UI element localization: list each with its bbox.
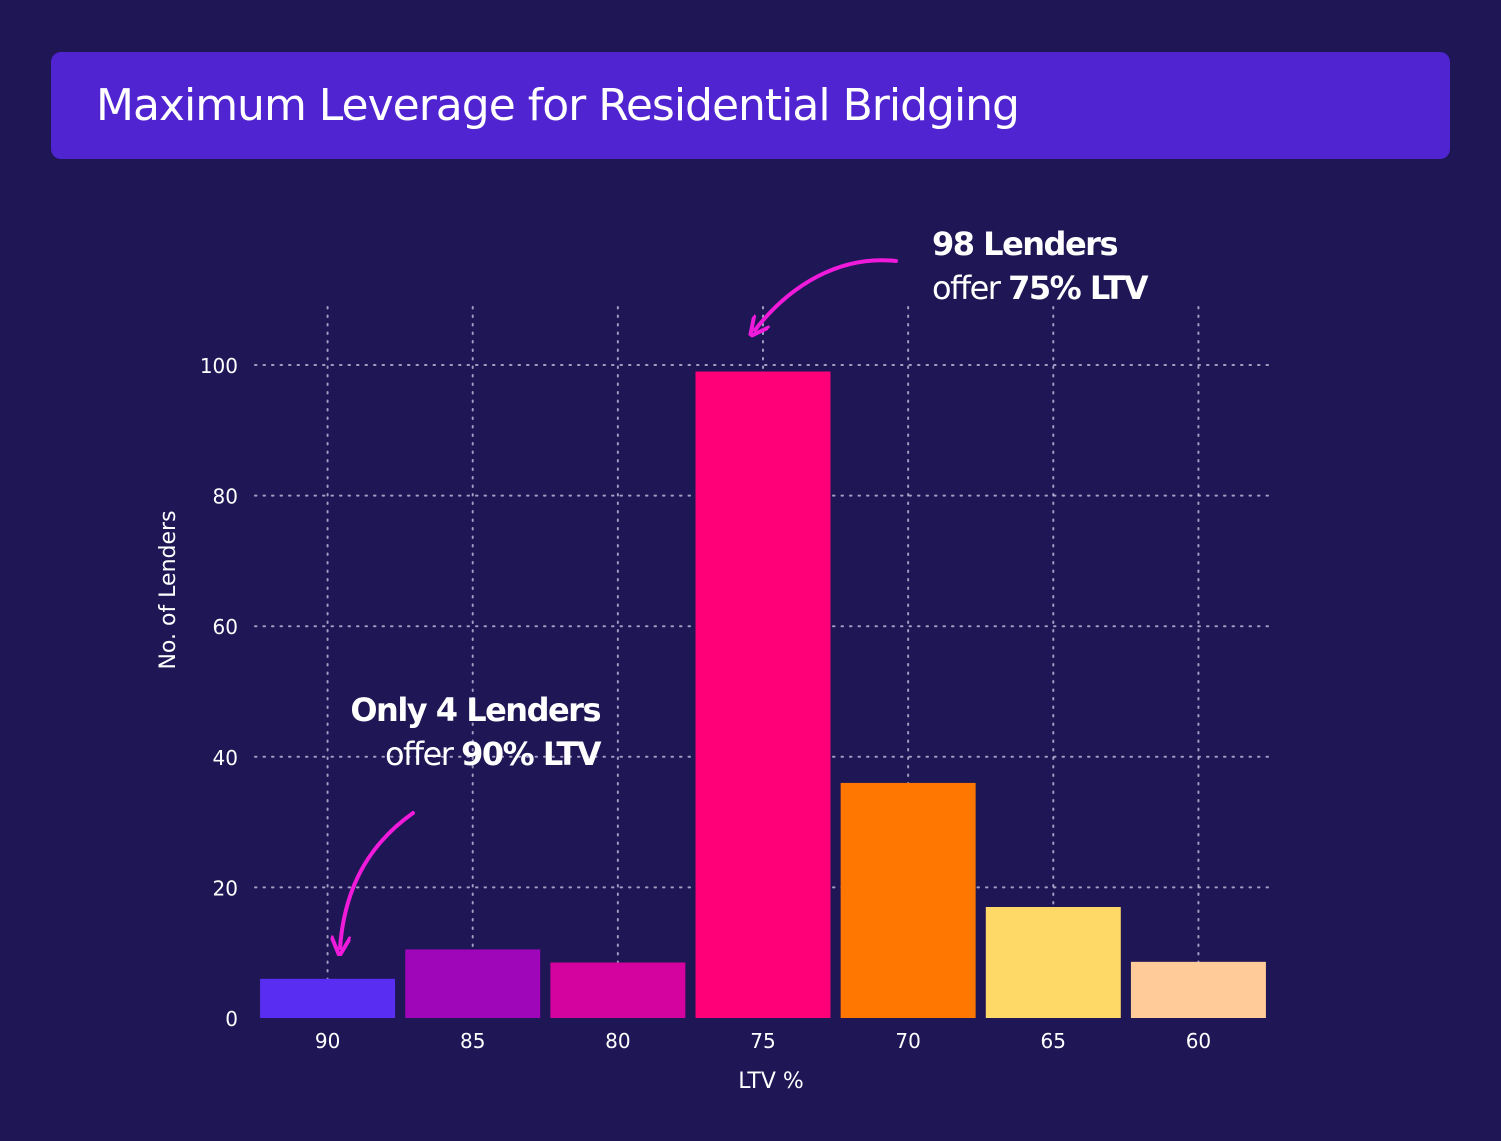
bar-85: [405, 949, 541, 1018]
x-tick-label: 80: [605, 1029, 630, 1053]
y-tick-label: 0: [225, 1007, 238, 1031]
annotation-left-line1: Only 4 Lenders: [350, 691, 601, 729]
y-axis-label: No. of Lenders: [156, 510, 181, 669]
annotation-left-ltv: 90% LTV: [461, 735, 601, 773]
annotation-right-line1: 98 Lenders: [932, 225, 1118, 263]
y-tick-label: 80: [213, 485, 238, 509]
x-tick-label: 85: [460, 1029, 485, 1053]
bar-75: [695, 371, 831, 1018]
x-tick-label: 70: [895, 1029, 920, 1053]
annotation-75-ltv: 98 Lenders offer 75% LTV: [932, 222, 1252, 310]
bar-60: [1130, 961, 1266, 1018]
bars: [260, 371, 1266, 1018]
x-tick-label: 75: [750, 1029, 775, 1053]
chart-title: Maximum Leverage for Residential Bridgin…: [96, 80, 1020, 131]
annotation-90-ltv: Only 4 Lenders offer 90% LTV: [310, 688, 601, 776]
annotation-left-offer: offer: [384, 735, 462, 773]
y-tick-label: 20: [213, 876, 238, 900]
bar-65: [985, 906, 1121, 1018]
arrow-right-annotation: [755, 258, 898, 330]
x-axis-label: LTV %: [738, 1069, 804, 1094]
annotation-right-offer: offer: [932, 269, 1009, 307]
y-tick-label: 100: [200, 354, 238, 378]
bar-80: [550, 962, 686, 1018]
y-tick-label: 60: [213, 615, 238, 639]
y-tick-label: 40: [213, 746, 238, 770]
tick-labels: 0 20 40 60 80 100 90 85 80 75 70 65 60: [200, 354, 1211, 1053]
arrow-left-annotation: [340, 811, 415, 948]
annotation-right-ltv: 75% LTV: [1008, 269, 1148, 307]
bar-70: [840, 782, 976, 1018]
x-tick-label: 60: [1186, 1029, 1211, 1053]
x-tick-label: 90: [315, 1029, 340, 1053]
title-bar: Maximum Leverage for Residential Bridgin…: [51, 52, 1450, 159]
bar-90: [260, 978, 396, 1018]
x-tick-label: 65: [1041, 1029, 1066, 1053]
